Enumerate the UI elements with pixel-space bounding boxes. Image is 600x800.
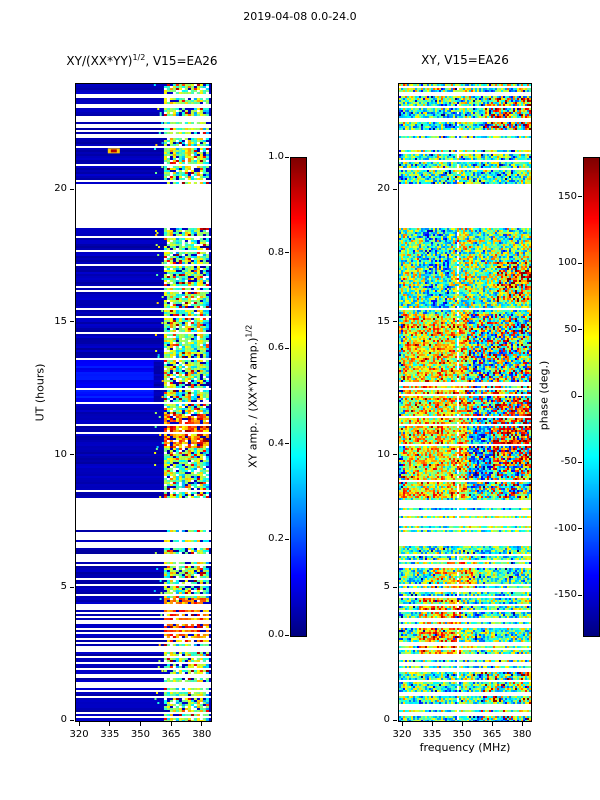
y-tick-mark: [393, 586, 397, 588]
y-tick-mark: [393, 719, 397, 721]
x-tick-mark: [521, 722, 523, 726]
amp-colorbar-label: XY amp. / (XX*YY amp.)1/2: [245, 281, 260, 511]
colorbar-tick-mark: [285, 156, 289, 158]
x-tick-label: 350: [130, 729, 150, 740]
y-tick-mark: [70, 719, 74, 721]
colorbar-tick-mark: [285, 538, 289, 540]
x-tick-label: 320: [69, 729, 89, 740]
y-tick-mark: [393, 454, 397, 456]
colorbar-tick-mark: [578, 262, 582, 264]
x-tick-label: 350: [452, 729, 472, 740]
x-tick-label: 380: [512, 729, 532, 740]
x-axis-label: frequency (MHz): [419, 741, 511, 754]
colorbar-tick-label: -100: [554, 522, 577, 534]
y-tick-label: 5: [60, 581, 67, 593]
x-tick-mark: [491, 722, 493, 726]
amp-panel-title-suffix: , V15=EA26: [145, 54, 218, 68]
amp-panel-title-superscript: 1/2: [132, 53, 146, 62]
figure-title: 2019-04-08 0.0-24.0: [243, 10, 357, 23]
amp-panel-title-base: XY/(XX*YY): [66, 54, 133, 68]
x-tick-mark: [201, 722, 203, 726]
x-tick-label: 365: [482, 729, 502, 740]
colorbar-tick-mark: [578, 461, 582, 463]
y-tick-mark: [70, 321, 74, 323]
amp-colorbar: [290, 157, 307, 637]
x-tick-mark: [461, 722, 463, 726]
phase-heatmap: [398, 83, 532, 722]
y-tick-mark: [393, 188, 397, 190]
y-tick-label: 15: [54, 315, 67, 327]
colorbar-tick-label: -50: [560, 456, 577, 468]
colorbar-tick-mark: [578, 329, 582, 331]
x-tick-mark: [109, 722, 111, 726]
y-axis-label: UT (hours): [33, 363, 47, 422]
x-tick-label: 320: [392, 729, 412, 740]
colorbar-tick-label: 0: [570, 390, 577, 401]
colorbar-tick-mark: [578, 196, 582, 198]
y-tick-label: 20: [54, 183, 67, 195]
x-tick-label: 335: [100, 729, 120, 740]
x-tick-label: 365: [161, 729, 181, 740]
colorbar-tick-label: 0.2: [268, 533, 284, 545]
x-tick-mark: [401, 722, 403, 726]
colorbar-tick-label: 100: [557, 257, 577, 269]
colorbar-tick-mark: [285, 634, 289, 636]
colorbar-tick-label: 50: [564, 323, 577, 335]
amp-heatmap: [75, 83, 212, 722]
phase-panel-title: XY, V15=EA26: [421, 53, 509, 67]
x-tick-label: 335: [422, 729, 442, 740]
y-tick-label: 20: [377, 183, 390, 195]
colorbar-tick-label: 1.0: [268, 151, 284, 162]
colorbar-tick-mark: [578, 395, 582, 397]
colorbar-tick-label: 0.8: [268, 246, 284, 258]
y-tick-mark: [393, 321, 397, 323]
amp-panel-title: XY/(XX*YY)1/2, V15=EA26: [22, 53, 262, 68]
phase-colorbar: [583, 157, 600, 637]
x-tick-mark: [431, 722, 433, 726]
y-tick-mark: [70, 454, 74, 456]
y-tick-label: 10: [54, 448, 67, 460]
colorbar-tick-label: 0.4: [268, 437, 284, 449]
y-tick-label: 15: [377, 315, 390, 327]
colorbar-tick-label: 150: [557, 190, 577, 202]
colorbar-tick-mark: [285, 347, 289, 349]
colorbar-tick-label: 0.0: [268, 629, 284, 640]
colorbar-tick-mark: [285, 443, 289, 445]
amp-colorbar-label-superscript: 1/2: [244, 324, 254, 338]
y-tick-mark: [70, 586, 74, 588]
y-tick-mark: [70, 188, 74, 190]
colorbar-tick-label: -150: [554, 589, 577, 601]
y-tick-label: 10: [377, 448, 390, 460]
colorbar-tick-mark: [578, 594, 582, 596]
y-tick-label: 0: [60, 714, 67, 725]
x-tick-mark: [170, 722, 172, 726]
x-tick-label: 380: [192, 729, 212, 740]
colorbar-tick-label: 0.6: [268, 342, 284, 354]
y-tick-label: 0: [383, 714, 390, 725]
x-tick-mark: [139, 722, 141, 726]
colorbar-tick-mark: [578, 528, 582, 530]
y-tick-label: 5: [383, 581, 390, 593]
colorbar-tick-mark: [285, 252, 289, 254]
x-tick-mark: [78, 722, 80, 726]
